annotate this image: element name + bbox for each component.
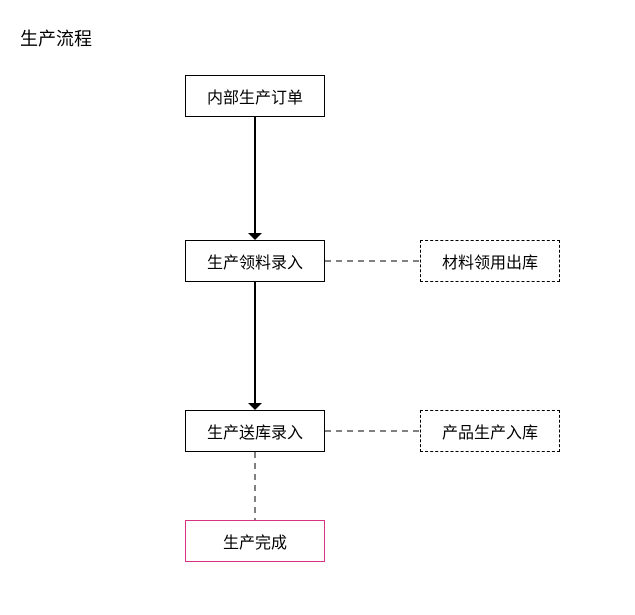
node-label: 生产送库录入	[207, 419, 303, 443]
node-label: 生产领料录入	[207, 249, 303, 273]
edge-dashed-to-product-in	[325, 431, 420, 432]
edge-arrow-1	[254, 117, 256, 233]
node-label: 生产完成	[223, 529, 287, 553]
edge-arrow-2	[254, 282, 256, 403]
node-product-in: 产品生产入库	[420, 410, 560, 452]
node-material-out: 材料领用出库	[420, 240, 560, 282]
edge-arrowhead-2	[248, 403, 262, 410]
node-label: 产品生产入库	[442, 419, 538, 443]
node-label: 内部生产订单	[207, 84, 303, 108]
edge-dashed-to-material-out	[325, 261, 420, 262]
edge-dashed-vertical	[255, 452, 256, 520]
edge-arrowhead-1	[248, 233, 262, 240]
node-label: 材料领用出库	[442, 249, 538, 273]
node-warehouse-entry: 生产送库录入	[185, 410, 325, 452]
node-production-complete: 生产完成	[185, 520, 325, 562]
page-title: 生产流程	[20, 25, 92, 51]
node-internal-order: 内部生产订单	[185, 75, 325, 117]
node-material-entry: 生产领料录入	[185, 240, 325, 282]
